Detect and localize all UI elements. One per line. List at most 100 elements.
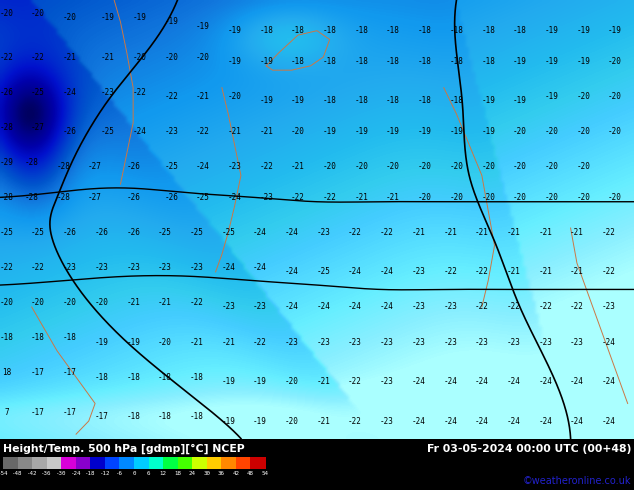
Text: -27: -27: [31, 122, 45, 132]
Text: -21: -21: [570, 268, 584, 276]
Text: -18: -18: [126, 412, 140, 421]
Text: ©weatheronline.co.uk: ©weatheronline.co.uk: [522, 476, 631, 486]
Text: -23: -23: [285, 338, 299, 346]
Text: -20: -20: [576, 193, 590, 202]
Text: -25: -25: [0, 228, 13, 237]
Text: -24: -24: [443, 416, 457, 425]
Text: 30: 30: [204, 471, 210, 476]
Text: -20: -20: [608, 57, 622, 66]
Text: -21: -21: [386, 193, 400, 202]
Text: -23: -23: [221, 302, 235, 312]
Text: -24: -24: [348, 302, 362, 312]
Text: -19: -19: [418, 127, 432, 136]
Text: -23: -23: [602, 302, 616, 312]
Text: -22: -22: [538, 302, 552, 312]
Text: -18: -18: [418, 97, 432, 105]
Text: -48: -48: [12, 471, 23, 476]
Text: -24: -24: [133, 127, 146, 136]
Text: -24: -24: [348, 268, 362, 276]
Text: -18: -18: [450, 97, 463, 105]
Text: -26: -26: [126, 162, 140, 171]
Text: -23: -23: [253, 302, 267, 312]
Text: -18: -18: [386, 97, 400, 105]
Text: -22: -22: [348, 416, 362, 425]
Text: -36: -36: [41, 471, 52, 476]
Text: -27: -27: [88, 162, 102, 171]
Text: -20: -20: [481, 162, 495, 171]
Text: -25: -25: [158, 228, 172, 237]
Text: 36: 36: [218, 471, 225, 476]
Text: -20: -20: [133, 52, 146, 62]
Text: -6: -6: [116, 471, 123, 476]
Text: -26: -26: [126, 228, 140, 237]
Text: -22: -22: [0, 52, 13, 62]
Text: -24: -24: [228, 193, 242, 202]
Text: -21: -21: [291, 162, 305, 171]
Text: 18: 18: [174, 471, 181, 476]
Text: -23: -23: [570, 338, 584, 346]
Text: -24: -24: [285, 268, 299, 276]
Text: -24: -24: [475, 377, 489, 386]
Text: -24: -24: [380, 268, 394, 276]
Text: -21: -21: [101, 52, 115, 62]
Text: -18: -18: [386, 26, 400, 35]
Text: Height/Temp. 500 hPa [gdmp][°C] NCEP: Height/Temp. 500 hPa [gdmp][°C] NCEP: [3, 443, 245, 454]
Text: -22: -22: [475, 302, 489, 312]
Text: -24: -24: [507, 377, 521, 386]
Text: -24: -24: [538, 377, 552, 386]
Text: -20: -20: [164, 52, 178, 62]
Text: -24: -24: [538, 416, 552, 425]
Bar: [32, 457, 47, 469]
Text: -18: -18: [291, 57, 305, 66]
Text: -18: -18: [259, 26, 273, 35]
Text: -23: -23: [538, 338, 552, 346]
Text: -20: -20: [354, 162, 368, 171]
Text: -24: -24: [475, 416, 489, 425]
Text: -26: -26: [63, 228, 77, 237]
Text: -18: -18: [354, 57, 368, 66]
Text: -23: -23: [63, 263, 77, 272]
Text: -25: -25: [221, 228, 235, 237]
Text: -24: -24: [443, 377, 457, 386]
Text: -23: -23: [475, 338, 489, 346]
Text: -23: -23: [411, 338, 425, 346]
Bar: [148, 457, 164, 469]
Text: -21: -21: [63, 52, 77, 62]
Text: -18: -18: [94, 373, 108, 382]
Text: -12: -12: [100, 471, 110, 476]
Text: -20: -20: [608, 92, 622, 101]
Text: -20: -20: [31, 9, 45, 18]
Text: -24: -24: [253, 263, 267, 272]
Text: -30: -30: [56, 471, 67, 476]
Text: -28: -28: [56, 193, 70, 202]
Text: -18: -18: [386, 57, 400, 66]
Text: -21: -21: [259, 127, 273, 136]
Bar: [61, 457, 76, 469]
Text: 6: 6: [147, 471, 150, 476]
Text: -19: -19: [221, 416, 235, 425]
Text: 48: 48: [247, 471, 254, 476]
Text: -24: -24: [602, 338, 616, 346]
Text: -18: -18: [323, 26, 337, 35]
Text: -25: -25: [31, 88, 45, 97]
Text: -23: -23: [101, 88, 115, 97]
Text: -20: -20: [513, 127, 527, 136]
Text: -23: -23: [158, 263, 172, 272]
Text: -26: -26: [0, 88, 13, 97]
Text: -23: -23: [126, 263, 140, 272]
Text: -25: -25: [190, 228, 204, 237]
Text: -22: -22: [348, 377, 362, 386]
Text: -23: -23: [411, 302, 425, 312]
Text: -23: -23: [348, 338, 362, 346]
Text: -22: -22: [323, 193, 337, 202]
Text: -20: -20: [158, 338, 172, 346]
Text: -23: -23: [316, 228, 330, 237]
Text: -22: -22: [507, 302, 521, 312]
Text: 12: 12: [160, 471, 167, 476]
Text: -22: -22: [475, 268, 489, 276]
Bar: [221, 457, 236, 469]
Text: -20: -20: [63, 13, 77, 22]
Text: -22: -22: [0, 263, 13, 272]
Text: -23: -23: [94, 263, 108, 272]
Text: -25: -25: [164, 162, 178, 171]
